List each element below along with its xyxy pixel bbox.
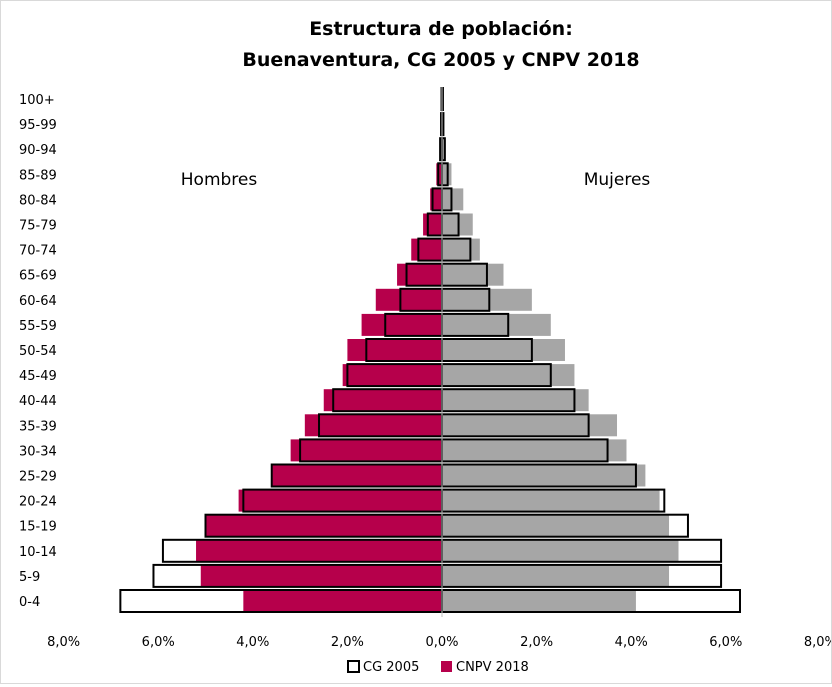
bar-cnpv-2018-hombres-10-14 xyxy=(196,540,442,562)
age-label-20-24: 20-24 xyxy=(19,495,57,510)
bar-cnpv-2018-mujeres-40-44 xyxy=(442,389,589,411)
legend-label-cnpv-2018: CNPV 2018 xyxy=(456,660,529,675)
bar-cnpv-2018-hombres-45-49 xyxy=(343,364,442,386)
bar-cnpv-2018-mujeres-20-24 xyxy=(442,490,660,512)
age-label-15-19: 15-19 xyxy=(19,520,57,535)
bar-cnpv-2018-mujeres-50-54 xyxy=(442,339,565,361)
age-group-labels: 0-4 5-9 10-14 15-19 20-24 25-29 30-34 35-39 40-4… xyxy=(19,93,57,610)
x-tick-label-4: 0,0% xyxy=(425,635,458,650)
chart-title-line-2: Buenaventura, CG 2005 y CNPV 2018 xyxy=(242,49,639,71)
bar-cnpv-2018-hombres-40-44 xyxy=(324,389,442,411)
bar-cnpv-2018-hombres-5-9 xyxy=(201,565,442,587)
bar-cnpv-2018-mujeres-70-74 xyxy=(442,239,480,261)
bar-cnpv-2018-mujeres-45-49 xyxy=(442,364,574,386)
bar-cnpv-2018-hombres-15-19 xyxy=(206,515,443,537)
side-label-mujeres: Mujeres xyxy=(584,170,651,190)
age-label-65-69: 65-69 xyxy=(19,269,57,284)
age-label-0-4: 0-4 xyxy=(19,595,40,610)
legend: CG 2005 CNPV 2018 xyxy=(348,660,529,675)
x-tick-label-2: 4,0% xyxy=(236,635,269,650)
chart-title: Estructura de población: Buenaventura, C… xyxy=(242,18,639,71)
bar-cnpv-2018-mujeres-30-34 xyxy=(442,439,626,461)
chart-title-line-1: Estructura de población: xyxy=(309,18,573,40)
x-tick-label-6: 4,0% xyxy=(615,635,648,650)
age-label-70-74: 70-74 xyxy=(19,244,57,259)
x-tick-label-3: 2,0% xyxy=(331,635,364,650)
legend-swatch-cg-2005 xyxy=(348,661,359,672)
bar-cnpv-2018-hombres-60-64 xyxy=(376,289,442,311)
bar-cnpv-2018-hombres-55-59 xyxy=(362,314,442,336)
bar-cnpv-2018-hombres-30-34 xyxy=(291,439,442,461)
bar-cnpv-2018-mujeres-5-9 xyxy=(442,565,669,587)
bar-cnpv-2018-hombres-35-39 xyxy=(305,414,442,436)
age-label-35-39: 35-39 xyxy=(19,419,57,434)
bar-cnpv-2018-hombres-25-29 xyxy=(272,465,442,487)
age-label-45-49: 45-49 xyxy=(19,369,57,384)
bar-cnpv-2018-mujeres-60-64 xyxy=(442,289,532,311)
bar-cnpv-2018-mujeres-0-4 xyxy=(442,590,636,612)
bar-cnpv-2018-hombres-65-69 xyxy=(397,264,442,286)
bar-cnpv-2018-hombres-50-54 xyxy=(347,339,442,361)
bar-cnpv-2018-mujeres-15-19 xyxy=(442,515,669,537)
x-tick-label-5: 2,0% xyxy=(520,635,553,650)
bar-cnpv-2018-mujeres-25-29 xyxy=(442,465,645,487)
side-label-hombres: Hombres xyxy=(181,170,258,190)
age-label-55-59: 55-59 xyxy=(19,319,57,334)
bar-cnpv-2018-hombres-75-79 xyxy=(423,214,442,236)
age-label-40-44: 40-44 xyxy=(19,394,57,409)
age-label-75-79: 75-79 xyxy=(19,219,57,234)
x-tick-label-7: 6,0% xyxy=(709,635,742,650)
x-tick-label-1: 6,0% xyxy=(142,635,175,650)
bar-cnpv-2018-mujeres-10-14 xyxy=(442,540,679,562)
age-label-10-14: 10-14 xyxy=(19,545,57,560)
bar-cnpv-2018-hombres-20-24 xyxy=(239,490,442,512)
age-label-85-89: 85-89 xyxy=(19,168,57,183)
legend-label-cg-2005: CG 2005 xyxy=(363,660,419,675)
age-label-100: 100+ xyxy=(19,93,55,108)
age-label-30-34: 30-34 xyxy=(19,444,57,459)
age-label-90-94: 90-94 xyxy=(19,143,57,158)
x-tick-label-0: 8,0% xyxy=(47,635,80,650)
x-tick-label-8: 8,0% xyxy=(804,635,831,650)
age-label-60-64: 60-64 xyxy=(19,294,57,309)
age-label-95-99: 95-99 xyxy=(19,118,57,133)
age-label-50-54: 50-54 xyxy=(19,344,57,359)
bar-cnpv-2018-hombres-70-74 xyxy=(411,239,442,261)
bar-cnpv-2018-mujeres-80-84 xyxy=(442,188,463,210)
x-axis-tick-labels: 8,0% 6,0% 4,0% 2,0% 0,0% 2,0% 4,0% 6,0% 8,0% xyxy=(47,635,831,650)
bar-cnpv-2018-mujeres-35-39 xyxy=(442,414,617,436)
bar-cnpv-2018-mujeres-75-79 xyxy=(442,214,473,236)
bar-cnpv-2018-mujeres-55-59 xyxy=(442,314,551,336)
age-label-80-84: 80-84 xyxy=(19,193,57,208)
age-label-5-9: 5-9 xyxy=(19,570,40,585)
age-label-25-29: 25-29 xyxy=(19,470,57,485)
bar-cnpv-2018-hombres-0-4 xyxy=(243,590,442,612)
legend-swatch-cnpv-2018 xyxy=(441,661,452,672)
bar-cnpv-2018-mujeres-65-69 xyxy=(442,264,503,286)
